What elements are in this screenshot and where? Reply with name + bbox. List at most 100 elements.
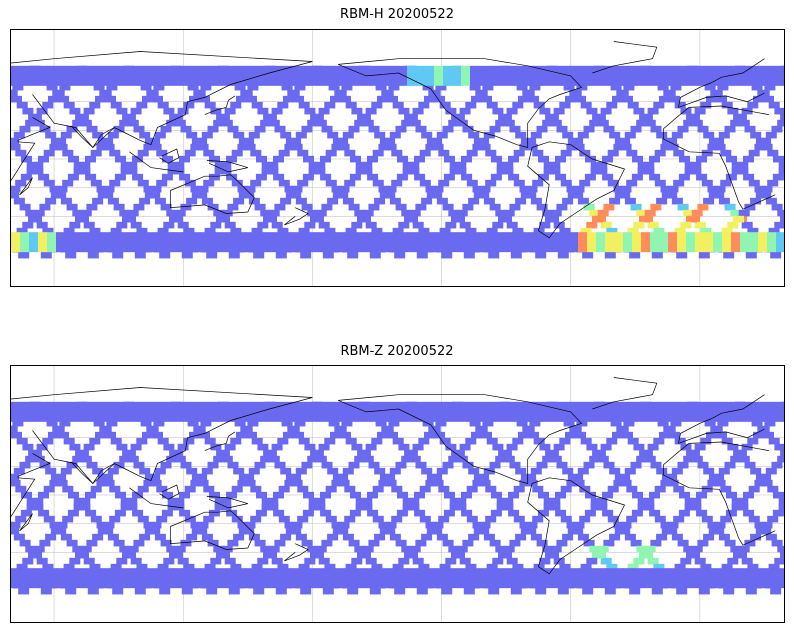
swath-cell xyxy=(112,587,124,595)
swath-cell xyxy=(308,497,320,505)
swath-cell xyxy=(509,539,521,547)
swath-cell xyxy=(782,449,784,457)
swath-cell xyxy=(463,587,475,595)
swath-cell xyxy=(456,545,468,553)
swath-cell xyxy=(255,173,267,181)
band-cell xyxy=(407,232,417,253)
swath-cell xyxy=(436,197,448,205)
swath-cell xyxy=(486,437,498,445)
swath-cell xyxy=(60,197,72,205)
swath-cell xyxy=(748,149,760,157)
swath-cell xyxy=(338,185,350,193)
swath-cell xyxy=(149,473,161,481)
swath-cell xyxy=(495,119,507,127)
swath-cell xyxy=(107,467,119,475)
band-cell xyxy=(65,401,75,422)
band-cell xyxy=(29,65,39,86)
swath-cell xyxy=(157,227,169,235)
swath-cell xyxy=(331,521,343,529)
swath-cell xyxy=(15,179,27,187)
swath-cell xyxy=(200,419,212,427)
swath-cell xyxy=(257,107,269,115)
swath-cell xyxy=(667,143,679,151)
swath-cell xyxy=(707,479,719,487)
band-cell xyxy=(614,401,624,422)
swath-cell xyxy=(737,497,749,505)
swath-cell xyxy=(570,425,582,433)
swath-cell xyxy=(236,431,247,439)
swath-cell xyxy=(731,503,743,511)
swath-cell xyxy=(355,503,367,511)
swath-cell xyxy=(577,533,589,541)
swath-cell xyxy=(119,545,131,553)
swath-cell xyxy=(401,455,413,463)
band-cell xyxy=(749,401,759,422)
swath-cell xyxy=(371,101,383,109)
swath-cell xyxy=(62,485,74,493)
swath-cell xyxy=(268,545,280,553)
band-cell xyxy=(182,568,192,589)
swath-cell xyxy=(466,485,478,493)
swath-cell xyxy=(589,119,601,127)
swath-cell xyxy=(254,539,266,547)
swath-cell xyxy=(485,485,497,493)
swath-cell xyxy=(325,485,337,493)
swath-cell xyxy=(257,557,269,565)
swath-cell xyxy=(80,545,92,553)
coastline xyxy=(129,487,184,509)
swath-cell xyxy=(137,485,149,493)
swath-cell xyxy=(414,509,426,517)
swath-cell xyxy=(761,185,773,193)
swath-cell xyxy=(315,119,327,127)
swath-cell xyxy=(233,467,245,475)
swath-cell xyxy=(116,221,128,229)
swath-cell xyxy=(295,533,307,541)
swath-cell xyxy=(632,155,643,163)
swath-cell xyxy=(503,119,515,127)
swath-cell xyxy=(465,563,477,571)
swath-cell xyxy=(25,455,37,463)
swath-cell xyxy=(95,431,106,439)
swath-cell xyxy=(583,461,595,469)
swath-cell xyxy=(636,119,648,127)
swath-cell xyxy=(412,443,424,451)
swath-cell xyxy=(312,113,324,121)
band-cell xyxy=(344,568,354,589)
swath-cell xyxy=(189,431,200,439)
swath-cell xyxy=(184,149,196,157)
swath-cell xyxy=(124,449,136,457)
swath-cell xyxy=(113,539,125,547)
swath-cell xyxy=(481,431,492,439)
band-cell xyxy=(713,232,723,253)
swath-cell xyxy=(331,143,343,151)
swath-cell xyxy=(132,173,144,181)
band-cell xyxy=(191,65,201,86)
band-cell xyxy=(209,232,219,253)
swath-cell xyxy=(204,437,216,445)
band-cell xyxy=(740,232,750,253)
band-cell xyxy=(632,232,642,253)
swath-cell xyxy=(133,203,145,211)
swath-cell xyxy=(643,503,655,511)
swath-cell xyxy=(338,479,350,487)
swath-cell xyxy=(429,89,441,97)
swath-cell xyxy=(19,539,31,547)
swath-cell xyxy=(673,485,685,493)
swath-cell xyxy=(627,227,639,235)
swath-cell xyxy=(419,149,431,157)
swath-cell xyxy=(768,437,780,445)
swath-cell xyxy=(632,491,643,499)
band-cell xyxy=(659,65,669,86)
band-cell xyxy=(425,401,435,422)
swath-cell xyxy=(603,125,615,133)
band-cell xyxy=(227,232,237,253)
swath-cell xyxy=(711,425,723,433)
swath-cell xyxy=(570,89,582,97)
swath-cell xyxy=(485,515,497,523)
swath-cell xyxy=(731,497,743,505)
swath-cell xyxy=(549,497,561,505)
band-cell xyxy=(569,568,579,589)
swath-cell xyxy=(62,515,74,523)
swath-cell xyxy=(251,227,263,235)
band-cell xyxy=(416,65,426,86)
